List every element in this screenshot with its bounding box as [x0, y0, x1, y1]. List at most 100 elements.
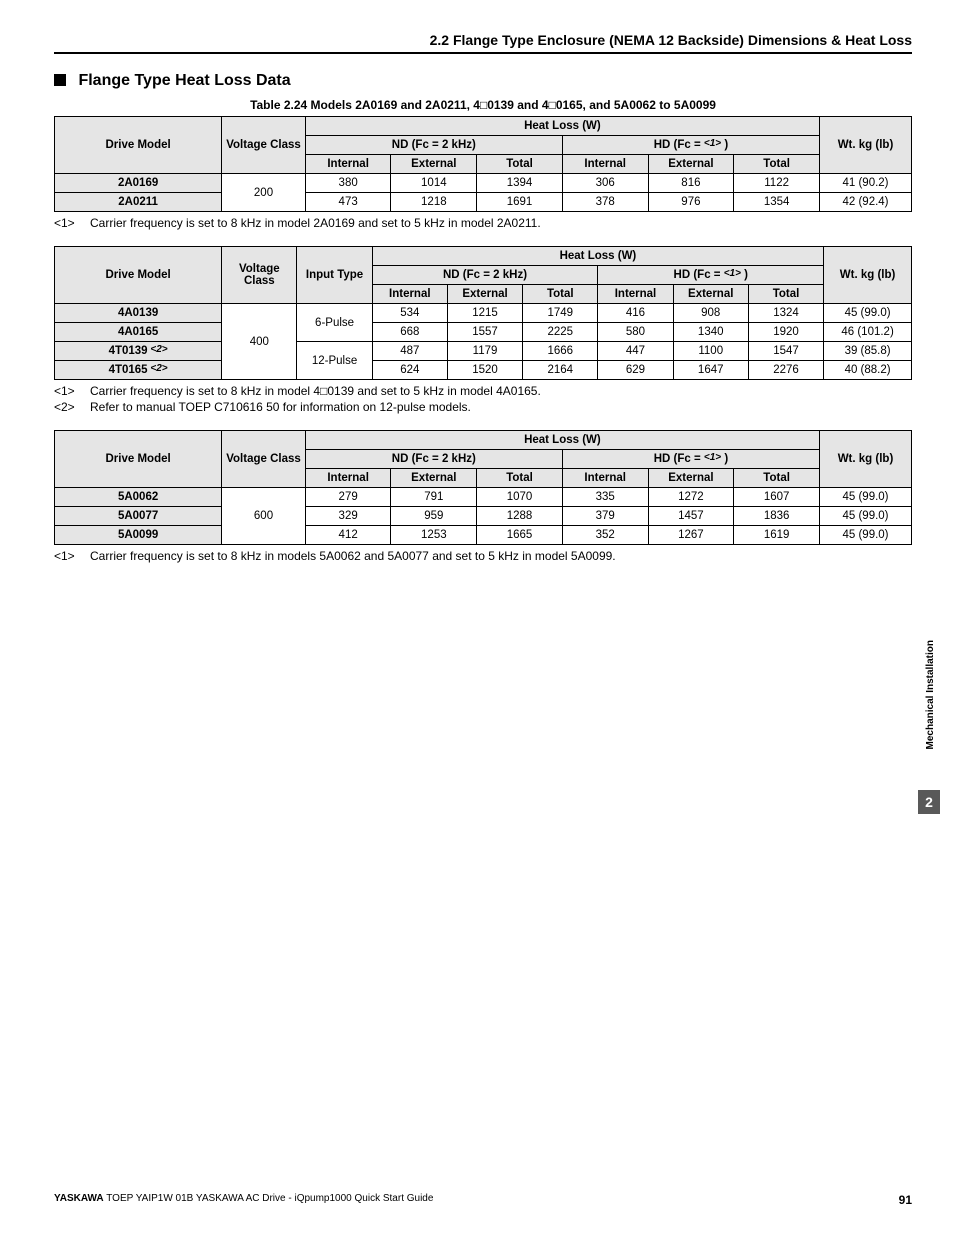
value-cell: 1647 — [673, 361, 748, 380]
col-weight: Wt. kg (lb) — [824, 247, 912, 304]
drive-model-cell: 2A0169 — [55, 174, 222, 193]
col-input-type: Input Type — [297, 247, 372, 304]
value-cell: 1218 — [391, 193, 477, 212]
col-internal: Internal — [305, 155, 391, 174]
drive-model-cell: 5A0062 — [55, 488, 222, 507]
table-row: 2A0211 473 1218 1691 378 976 1354 42 (92… — [55, 193, 912, 212]
drive-model-cell: 4A0165 — [55, 323, 222, 342]
value-cell: 1100 — [673, 342, 748, 361]
document-page: 2.2 Flange Type Enclosure (NEMA 12 Backs… — [0, 0, 954, 1235]
col-voltage-class: Voltage Class — [222, 431, 306, 488]
table-3-footnotes: <1> Carrier frequency is set to 8 kHz in… — [54, 549, 912, 563]
weight-cell: 40 (88.2) — [824, 361, 912, 380]
table-row: 5A0099 412 1253 1665 352 1267 1619 45 (9… — [55, 526, 912, 545]
col-external: External — [648, 469, 734, 488]
col-drive-model: Drive Model — [55, 247, 222, 304]
value-cell: 1665 — [477, 526, 563, 545]
value-cell: 473 — [305, 193, 391, 212]
value-cell: 1215 — [447, 304, 522, 323]
value-cell: 629 — [598, 361, 673, 380]
value-cell: 447 — [598, 342, 673, 361]
col-heat-loss: Heat Loss (W) — [372, 247, 823, 266]
footnote: <1> Carrier frequency is set to 8 kHz in… — [54, 216, 912, 230]
col-drive-model: Drive Model — [55, 431, 222, 488]
value-cell: 791 — [391, 488, 477, 507]
weight-cell: 41 (90.2) — [820, 174, 912, 193]
col-total: Total — [523, 285, 598, 304]
value-cell: 1666 — [523, 342, 598, 361]
value-cell: 279 — [305, 488, 391, 507]
heat-loss-table-2: Drive Model Voltage Class Input Type Hea… — [54, 246, 912, 380]
table-2-footnotes: <1> Carrier frequency is set to 8 kHz in… — [54, 384, 912, 414]
table-row: 4A0165 668 1557 2225 580 1340 1920 46 (1… — [55, 323, 912, 342]
table-row: 4T0165 <2> 624 1520 2164 629 1647 2276 4… — [55, 361, 912, 380]
value-cell: 335 — [562, 488, 648, 507]
value-cell: 1288 — [477, 507, 563, 526]
col-weight: Wt. kg (lb) — [820, 117, 912, 174]
value-cell: 1691 — [477, 193, 563, 212]
table-row: 5A0062 600 279 791 1070 335 1272 1607 45… — [55, 488, 912, 507]
voltage-cell: 200 — [222, 174, 306, 212]
value-cell: 624 — [372, 361, 447, 380]
value-cell: 1014 — [391, 174, 477, 193]
chapter-side-label: Mechanical Installation — [925, 640, 936, 749]
value-cell: 1394 — [477, 174, 563, 193]
value-cell: 487 — [372, 342, 447, 361]
col-internal: Internal — [562, 469, 648, 488]
value-cell: 1122 — [734, 174, 820, 193]
table-row: 5A0077 329 959 1288 379 1457 1836 45 (99… — [55, 507, 912, 526]
footnote: <2> Refer to manual TOEP C710616 50 for … — [54, 400, 912, 414]
value-cell: 1836 — [734, 507, 820, 526]
value-cell: 1557 — [447, 323, 522, 342]
weight-cell: 46 (101.2) — [824, 323, 912, 342]
drive-model-cell: 2A0211 — [55, 193, 222, 212]
value-cell: 1267 — [648, 526, 734, 545]
section-title-text: Flange Type Heat Loss Data — [78, 72, 290, 89]
weight-cell: 45 (99.0) — [820, 526, 912, 545]
value-cell: 1619 — [734, 526, 820, 545]
col-internal: Internal — [372, 285, 447, 304]
col-internal: Internal — [305, 469, 391, 488]
col-heat-loss: Heat Loss (W) — [305, 431, 819, 450]
value-cell: 1324 — [748, 304, 823, 323]
col-weight: Wt. kg (lb) — [820, 431, 912, 488]
table-header-row: Drive Model Voltage Class Heat Loss (W) … — [55, 117, 912, 136]
page-header: 2.2 Flange Type Enclosure (NEMA 12 Backs… — [54, 32, 912, 54]
value-cell: 1457 — [648, 507, 734, 526]
value-cell: 908 — [673, 304, 748, 323]
square-bullet-icon — [54, 74, 66, 86]
value-cell: 2164 — [523, 361, 598, 380]
value-cell: 378 — [562, 193, 648, 212]
col-hd: HD (Fc = <1> ) — [598, 266, 824, 285]
col-hd: HD (Fc = <1> ) — [562, 450, 819, 469]
value-cell: 352 — [562, 526, 648, 545]
value-cell: 1354 — [734, 193, 820, 212]
value-cell: 1070 — [477, 488, 563, 507]
col-internal: Internal — [562, 155, 648, 174]
value-cell: 2225 — [523, 323, 598, 342]
value-cell: 1520 — [447, 361, 522, 380]
input-type-cell: 12-Pulse — [297, 342, 372, 380]
weight-cell: 45 (99.0) — [824, 304, 912, 323]
page-footer: YASKAWA TOEP YAIP1W 01B YASKAWA AC Drive… — [54, 1193, 912, 1207]
col-internal: Internal — [598, 285, 673, 304]
table-row: 4A0139 400 6-Pulse 534 1215 1749 416 908… — [55, 304, 912, 323]
value-cell: 959 — [391, 507, 477, 526]
table-header-row: Drive Model Voltage Class Heat Loss (W) … — [55, 431, 912, 450]
value-cell: 1607 — [734, 488, 820, 507]
value-cell: 1179 — [447, 342, 522, 361]
col-total: Total — [734, 469, 820, 488]
value-cell: 1920 — [748, 323, 823, 342]
footnote: <1> Carrier frequency is set to 8 kHz in… — [54, 549, 912, 563]
chapter-number-box: 2 — [918, 790, 940, 814]
value-cell: 412 — [305, 526, 391, 545]
voltage-cell: 400 — [222, 304, 297, 380]
drive-model-cell: 4T0165 <2> — [55, 361, 222, 380]
value-cell: 416 — [598, 304, 673, 323]
col-external: External — [648, 155, 734, 174]
value-cell: 1253 — [391, 526, 477, 545]
value-cell: 306 — [562, 174, 648, 193]
value-cell: 1547 — [748, 342, 823, 361]
drive-model-cell: 4T0139 <2> — [55, 342, 222, 361]
col-total: Total — [477, 469, 563, 488]
